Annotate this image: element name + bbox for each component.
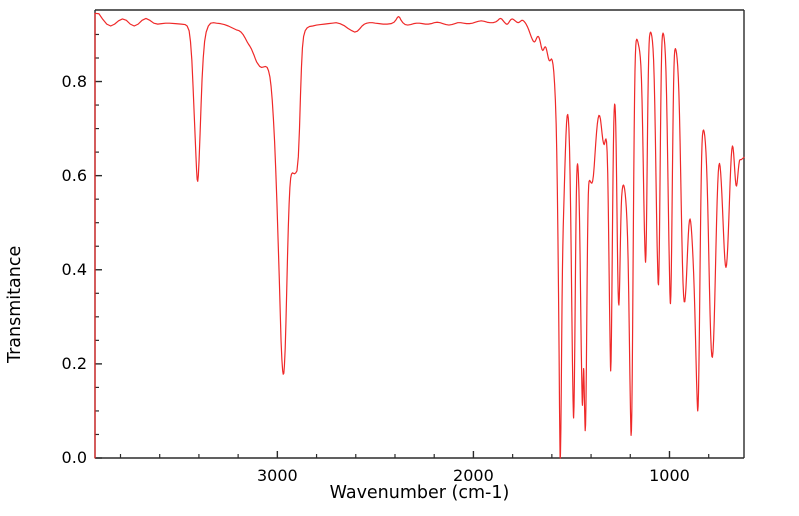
y-tick-label: 0.6 bbox=[61, 165, 87, 185]
y-tick-label: 0.8 bbox=[61, 71, 87, 91]
x-tick-label: 3000 bbox=[256, 466, 298, 485]
spectrum-line bbox=[94, 12, 745, 459]
spectrum-trace bbox=[94, 12, 745, 459]
y-tick-label: 0.4 bbox=[61, 259, 87, 279]
y-tick-label: 0.0 bbox=[61, 448, 87, 467]
axis-ticks bbox=[95, 33, 710, 459]
y-tick-label: 0.2 bbox=[61, 353, 87, 373]
x-axis-title: Wavenumber (cm-1) bbox=[329, 483, 510, 503]
x-tick-label: 2000 bbox=[453, 466, 494, 485]
x-tick-label: 1000 bbox=[649, 466, 690, 485]
y-axis-title: Transmitance bbox=[5, 245, 25, 363]
